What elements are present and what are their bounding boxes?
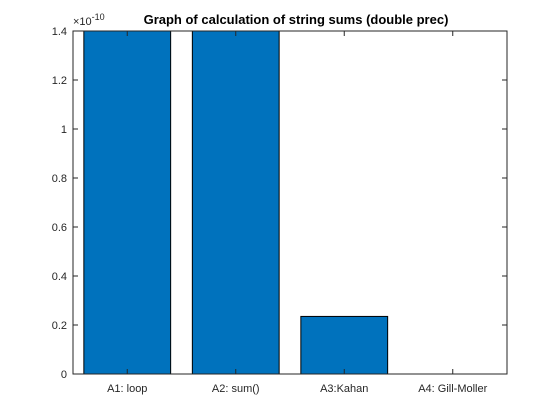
y-tick-label: 0.4 [52,271,67,283]
x-tick-label: A4: Gill-Moller [418,383,487,395]
y-exponent-base: ×10 [73,16,92,28]
chart-title: Graph of calculation of string sums (dou… [144,12,449,27]
y-tick-label: 1 [61,124,67,136]
x-tick-label: A1: loop [107,383,147,395]
y-tick-label: 0 [61,369,67,381]
y-tick-label: 1.4 [52,26,67,38]
x-tick-label: A3:Kahan [320,383,368,395]
y-tick-label: 0.8 [52,173,67,185]
y-ticks-group: 0 0.2 0.4 0.6 0.8 1 1.2 1.4 [52,26,507,381]
y-exponent-power: -10 [92,12,105,22]
y-tick-label: 0.6 [52,222,67,234]
y-tick-label: 1.2 [52,75,67,87]
bar-2 [191,30,280,375]
bars-group [83,30,389,375]
bar-1 [83,30,172,375]
y-exponent: ×10-10 [73,12,105,28]
x-tick-label: A2: sum() [212,383,260,395]
x-ticks-group: A1: loop A2: sum() A3:Kahan A4: Gill-Moller [107,31,488,395]
bar-3 [300,315,389,375]
axes-box [72,30,508,375]
y-tick-label: 0.2 [52,320,67,332]
